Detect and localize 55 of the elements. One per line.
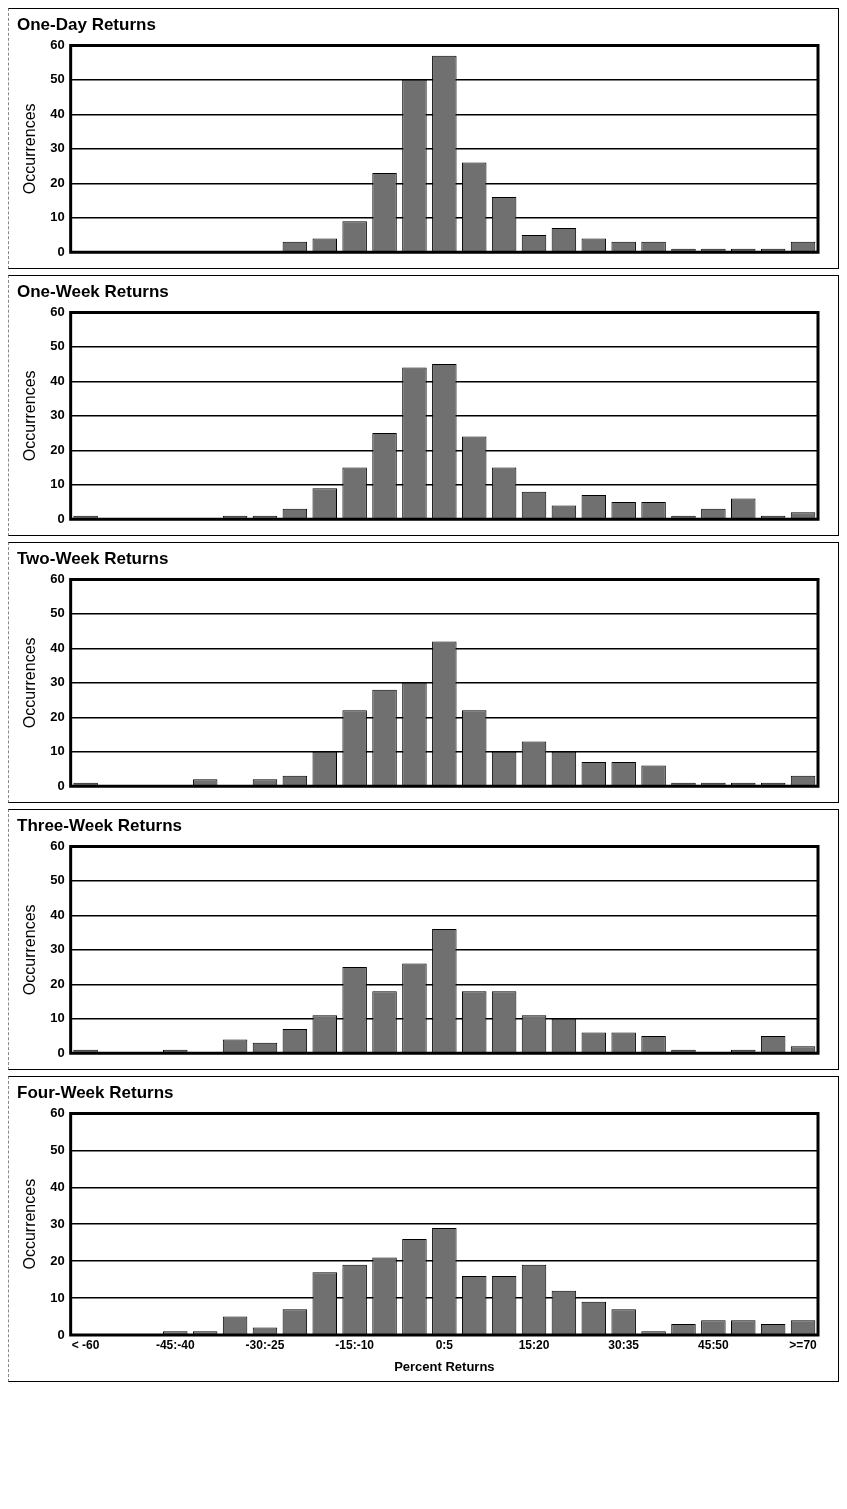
x-tick-label: >=70 xyxy=(789,1337,818,1352)
y-axis-title: Occurrences xyxy=(21,904,39,996)
x-tick-label: 30:35 xyxy=(608,1337,640,1352)
y-tick-label: 30 xyxy=(50,140,65,156)
y-tick-label: 0 xyxy=(57,1044,65,1060)
y-tick-label: 10 xyxy=(50,743,65,759)
y-axis-title: Occurrences xyxy=(21,637,39,729)
x-tick-label: -30:-25 xyxy=(245,1337,285,1352)
chart-title: Three-Week Returns xyxy=(17,815,183,835)
chart-title: One-Week Returns xyxy=(17,281,169,301)
y-axis-title: Occurrences xyxy=(21,103,39,195)
y-tick-label: 0 xyxy=(57,243,65,259)
y-tick-label: 60 xyxy=(50,570,65,586)
y-tick-label: 10 xyxy=(50,476,65,492)
x-tick-label: < -60 xyxy=(71,1337,100,1352)
chart-title: Four-Week Returns xyxy=(17,1082,174,1102)
x-tick-label: 15:20 xyxy=(518,1337,550,1352)
y-axis-title: Occurrences xyxy=(21,370,39,462)
y-tick-label: 50 xyxy=(50,605,65,621)
y-tick-label: 0 xyxy=(57,1326,65,1342)
y-tick-label: 10 xyxy=(50,1010,65,1026)
y-tick-label: 60 xyxy=(50,36,65,52)
y-tick-label: 30 xyxy=(50,674,65,690)
y-tick-label: 40 xyxy=(50,906,65,922)
x-tick-label: -15:-10 xyxy=(335,1337,375,1352)
y-tick-label: 0 xyxy=(57,777,65,793)
y-tick-label: 50 xyxy=(50,71,65,87)
y-tick-label: 20 xyxy=(50,174,65,190)
y-tick-label: 20 xyxy=(50,441,65,457)
y-tick-label: 60 xyxy=(50,1104,65,1120)
y-tick-label: 40 xyxy=(50,1178,65,1194)
y-tick-label: 20 xyxy=(50,975,65,991)
y-tick-label: 50 xyxy=(50,1141,65,1157)
y-tick-label: 60 xyxy=(50,303,65,319)
x-axis-title: Percent Returns xyxy=(394,1358,495,1374)
x-tick-label: -45:-40 xyxy=(155,1337,195,1352)
y-tick-label: 60 xyxy=(50,837,65,853)
y-tick-label: 10 xyxy=(50,209,65,225)
y-tick-label: 30 xyxy=(50,1215,65,1231)
y-tick-label: 40 xyxy=(50,372,65,388)
y-tick-label: 40 xyxy=(50,105,65,121)
y-tick-label: 20 xyxy=(50,1252,65,1268)
chart-title: One-Day Returns xyxy=(17,14,156,34)
y-axis-title: Occurrences xyxy=(21,1178,39,1270)
y-tick-label: 50 xyxy=(50,338,65,354)
x-tick-label: 45:50 xyxy=(698,1337,730,1352)
y-tick-label: 0 xyxy=(57,510,65,526)
y-tick-label: 30 xyxy=(50,941,65,957)
chart-title: Two-Week Returns xyxy=(17,548,169,568)
y-tick-label: 40 xyxy=(50,639,65,655)
y-tick-label: 10 xyxy=(50,1289,65,1305)
y-tick-label: 50 xyxy=(50,872,65,888)
y-tick-label: 20 xyxy=(50,708,65,724)
x-tick-label: 0:5 xyxy=(435,1337,454,1352)
y-tick-label: 30 xyxy=(50,407,65,423)
